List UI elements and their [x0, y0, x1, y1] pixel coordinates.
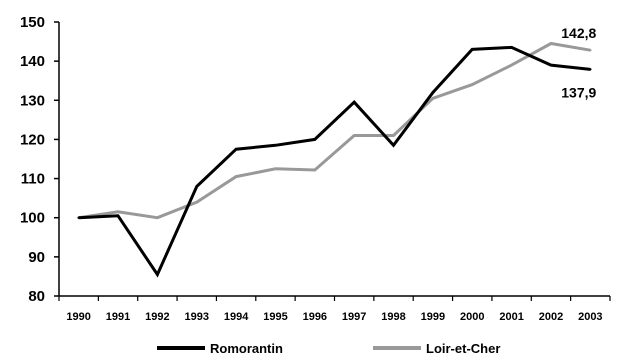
- x-tick-label: 1991: [106, 311, 130, 323]
- y-tick-label: 110: [21, 171, 45, 188]
- data-point: [274, 167, 277, 170]
- data-point: [589, 48, 592, 52]
- series-line: [78, 45, 591, 278]
- data-labels: 142,8 137,9: [561, 25, 596, 100]
- x-tick-label: 1997: [342, 311, 366, 323]
- series-line: [78, 41, 591, 220]
- y-tick-label: 140: [20, 53, 45, 70]
- data-point: [549, 42, 553, 45]
- data-point: [392, 144, 395, 147]
- x-tick-label: 2002: [539, 311, 563, 323]
- data-point: [431, 91, 435, 94]
- data-point: [313, 138, 317, 141]
- series-lines: [77, 41, 592, 278]
- data-point: [549, 63, 553, 67]
- x-tick-label: 1993: [185, 311, 209, 323]
- data-point: [510, 63, 513, 67]
- x-tick-label: 1995: [263, 311, 287, 323]
- y-tick-label: 150: [20, 14, 45, 31]
- x-tick-label: 2001: [499, 311, 523, 323]
- data-point: [589, 68, 592, 71]
- y-tick-label: 120: [20, 131, 45, 148]
- data-point: [116, 210, 120, 214]
- data-point: [352, 101, 356, 104]
- data-point: [431, 97, 435, 100]
- series-romorantin: [77, 45, 592, 278]
- data-point: [195, 200, 198, 204]
- y-axis-ticks: 80 90 100 110 120 130 140 150: [20, 14, 59, 305]
- legend-label: Romorantin: [210, 341, 283, 356]
- x-tick-label: 1994: [224, 311, 249, 323]
- y-tick-label: 80: [28, 288, 45, 305]
- x-tick-label: 1998: [381, 311, 405, 323]
- x-tick-label: 2000: [460, 311, 484, 323]
- data-point: [471, 48, 474, 51]
- x-axis-ticks: 1990 1991 1992 1993 1994 1995 1996 1997 1998 1999…: [58, 296, 611, 323]
- x-tick-label: 1999: [421, 311, 445, 323]
- data-point: [313, 168, 317, 172]
- series-loir-et-cher: [77, 41, 592, 220]
- data-point: [156, 273, 159, 276]
- x-tick-label: 1990: [66, 311, 90, 323]
- axes: [58, 22, 610, 297]
- y-tick-label: 130: [20, 92, 45, 109]
- data-point: [274, 144, 277, 147]
- data-label: 142,8: [561, 25, 596, 41]
- data-point: [392, 134, 395, 137]
- x-tick-label: 1996: [303, 311, 327, 323]
- x-tick-label: 2003: [578, 311, 602, 323]
- legend: Romorantin Loir-et-Cher: [157, 341, 500, 356]
- legend-label: Loir-et-Cher: [426, 341, 500, 356]
- data-point: [471, 83, 474, 86]
- data-point: [156, 216, 159, 219]
- data-point: [195, 185, 198, 188]
- data-point: [116, 214, 120, 217]
- x-tick-label: 1992: [145, 311, 169, 323]
- data-point: [77, 216, 80, 219]
- data-point: [234, 148, 238, 151]
- data-point: [234, 175, 238, 178]
- legend-item: Loir-et-Cher: [373, 341, 500, 356]
- y-tick-label: 90: [28, 249, 45, 266]
- y-tick-label: 100: [20, 210, 45, 227]
- legend-item: Romorantin: [157, 341, 283, 356]
- data-label: 137,9: [561, 84, 596, 100]
- data-point: [352, 134, 356, 137]
- data-point: [510, 46, 513, 49]
